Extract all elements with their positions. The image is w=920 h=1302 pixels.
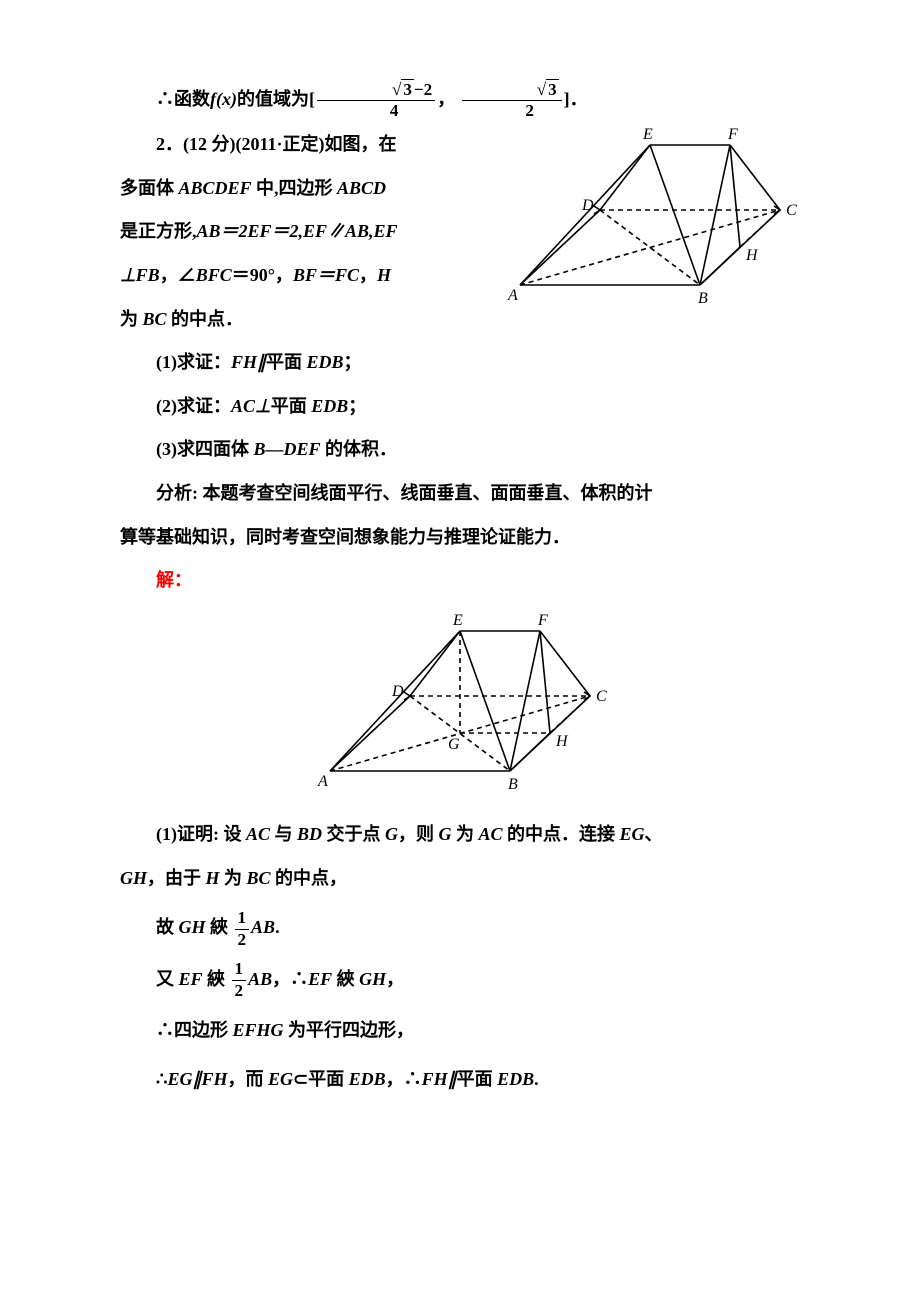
analysis-label: 分析: (156, 483, 198, 503)
svg-text:B: B (698, 290, 708, 305)
svg-text:H: H (555, 733, 569, 750)
fx: f(x) (210, 89, 237, 109)
svg-text:E: E (452, 612, 463, 629)
fraction: 3−24 (317, 81, 435, 122)
svg-text:A: A (507, 287, 518, 304)
equation-ef: 又 EF 綊 12AB，∴EF 綊 GH， (156, 960, 800, 1001)
conclusion-efhg: ∴四边形 EFHG 为平行四边形， (156, 1011, 800, 1051)
fraction: 12 (232, 960, 247, 1001)
solution-label: 解： (156, 570, 192, 590)
proof-line: GH，由于 H 为 BC 的中点， (120, 859, 800, 899)
range-statement: ∴函数f(x)的值域为[3−24， 32]． (120, 80, 800, 121)
svg-text:H: H (745, 247, 759, 264)
fraction: 12 (235, 909, 250, 950)
question-1: (1)求证：FH∥平面 EDB； (120, 343, 800, 383)
svg-text:G: G (448, 736, 460, 753)
figure-1: A B C D E F H (500, 125, 800, 320)
text: 的值域为[ (237, 89, 315, 109)
proof-line: (1)证明: 设 AC 与 BD 交于点 G，则 G 为 AC 的中点．连接 E… (120, 815, 800, 855)
solution-label-line: 解： (120, 561, 800, 601)
svg-text:E: E (642, 126, 653, 143)
problem-block: ABCDEFH 2．(12 分)(2011·正定)如图，在 多面体 ABCDEF… (120, 125, 800, 343)
svg-text:D: D (391, 683, 404, 700)
svg-text:F: F (727, 126, 738, 143)
fraction: 32 (462, 81, 562, 122)
analysis-cont: 算等基础知识，同时考查空间想象能力与推理论证能力． (120, 518, 800, 558)
question-2: (2)求证：AC⊥平面 EDB； (120, 387, 800, 427)
question-3: (3)求四面体 B—DEF 的体积． (120, 430, 800, 470)
svg-text:B: B (508, 776, 518, 791)
svg-text:D: D (581, 197, 594, 214)
conclusion-fh: ∴EG∥FH，而 EG⊂平面 EDB，∴FH∥平面 EDB. (156, 1060, 800, 1100)
text: ∴函数 (156, 89, 210, 109)
svg-text:C: C (786, 202, 797, 219)
svg-text:C: C (596, 688, 607, 705)
text: ]． (564, 89, 588, 109)
analysis: 分析: 本题考查空间线面平行、线面垂直、面面垂直、体积的计 (120, 474, 800, 514)
equation-gh: 故 GH 綊 12AB. (156, 908, 800, 949)
svg-text:A: A (317, 773, 328, 790)
figure-2: G A B C D E F H (120, 611, 800, 806)
svg-text:F: F (537, 612, 548, 629)
sep: ， (437, 89, 455, 109)
